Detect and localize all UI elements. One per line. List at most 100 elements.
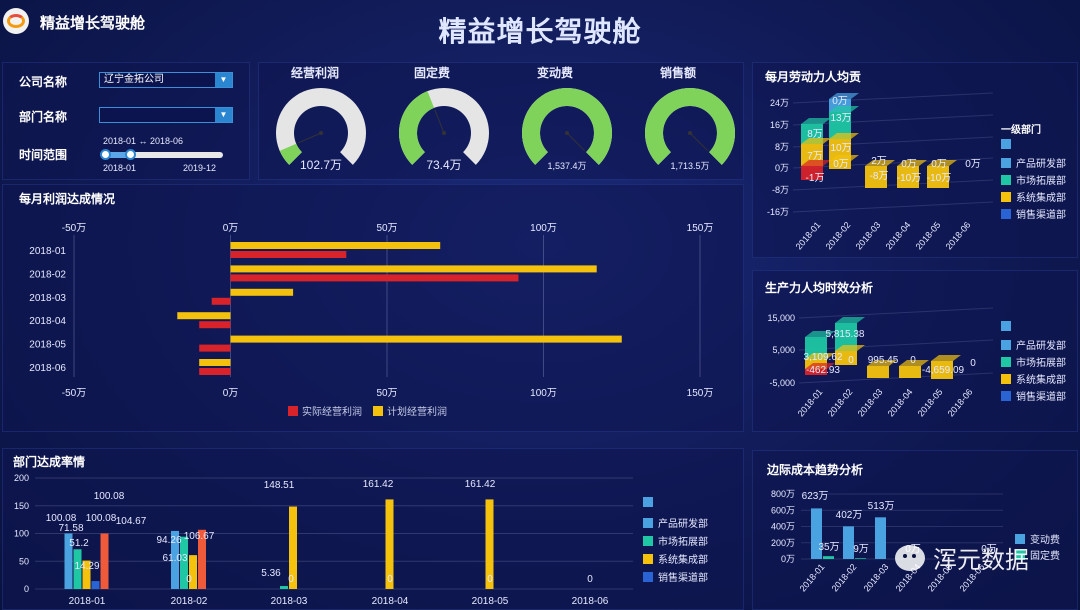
gauge-pivot <box>319 131 323 135</box>
profit-bar <box>199 321 231 329</box>
gauge-needle <box>434 109 445 134</box>
slider-min-label: 2018-01 <box>103 163 137 173</box>
y-tick-label: 0万 <box>775 163 789 173</box>
bar-value-label: 9万 <box>853 544 869 555</box>
dept-select[interactable]: ▼ <box>99 107 233 123</box>
y-tick-label: -5,000 <box>769 378 795 388</box>
y-tick-label: 800万 <box>771 489 795 499</box>
legend-item[interactable]: 销售渠道部 <box>1001 206 1066 221</box>
legend-item[interactable]: 产品研发部 <box>1001 155 1066 170</box>
legend-item[interactable]: 产品研发部 <box>1001 337 1066 352</box>
marginal-bar <box>823 556 834 559</box>
legend-item[interactable]: 市场拓展部 <box>1001 172 1066 187</box>
filter-panel: 公司名称 辽宁金拓公司 ▼ 部门名称 ▼ 时间范围 2018-01 ↔ 2018… <box>2 62 250 180</box>
chevron-down-icon[interactable]: ▼ <box>215 73 232 87</box>
marginal-bar <box>855 558 866 559</box>
x-category-label: 2018-02 <box>824 220 853 252</box>
gauge-needle <box>297 132 322 144</box>
bar-value-label: 0 <box>848 355 854 366</box>
legend-item[interactable]: 销售渠道部 <box>643 569 708 584</box>
y-tick-label: 0 <box>24 584 29 594</box>
profit-bar <box>230 251 347 258</box>
wechat-icon <box>895 544 925 571</box>
legend-item[interactable]: 系统集成部 <box>1001 371 1066 386</box>
bar-block <box>927 166 949 188</box>
legend-item[interactable]: 变动费 <box>1015 531 1060 546</box>
legend-item[interactable]: 固定费 <box>1015 547 1060 562</box>
legend-item[interactable]: 系统集成部 <box>1001 189 1066 204</box>
bar-value-label: 0 <box>186 574 192 585</box>
legend-label: 计划经营利润 <box>387 405 447 418</box>
dept-bar <box>198 529 206 589</box>
x-category-label: 2018-03 <box>862 562 891 594</box>
bar-value-label: 0万 <box>832 96 848 107</box>
x-category-label: 2018-06 <box>572 596 609 607</box>
legend-label: 系统集成部 <box>658 555 708 566</box>
bar-block-top <box>835 317 865 323</box>
dept-bar <box>171 530 179 589</box>
profit-bar <box>230 265 597 273</box>
legend-swatch <box>643 517 653 528</box>
y-tick-label: 5,000 <box>772 345 795 355</box>
dept-bar <box>100 533 109 589</box>
gridline <box>792 179 994 191</box>
bar-value-label: 0 <box>910 355 916 366</box>
x-tick-bottom: 0万 <box>223 388 239 399</box>
slider-handle-end[interactable] <box>125 149 136 160</box>
bar-block-top <box>927 160 957 166</box>
slider-handle-start[interactable] <box>100 149 111 160</box>
gauge-pivot <box>442 131 446 135</box>
time-range-slider[interactable] <box>100 149 223 160</box>
x-tick-top: -50万 <box>62 223 86 234</box>
y-category-label: 2018-05 <box>29 340 66 351</box>
legend-swatch <box>288 406 298 416</box>
bar-block <box>897 166 919 188</box>
gauge-fill <box>645 87 735 165</box>
marginal-chart-title: 边际成本趋势分析 <box>767 463 864 477</box>
y-tick-label: 50 <box>19 556 29 566</box>
gridline <box>792 114 994 126</box>
bar-value-label: 14.29 <box>74 561 99 572</box>
gridline <box>792 92 994 104</box>
bar-value-label: 0 <box>487 574 493 585</box>
x-tick-top: 50万 <box>376 223 397 234</box>
bar-value-label: 161.42 <box>465 479 496 490</box>
bar-block-top <box>805 331 835 337</box>
dept-panel: 部门达成率情 200 150 100 50 0 2018-01 2018-02 2018-03… <box>2 448 744 610</box>
x-category-label: 2018-03 <box>271 596 308 607</box>
legend-item[interactable]: 销售渠道部 <box>1001 388 1066 403</box>
bar-value-label: 0 <box>970 358 976 369</box>
bar-block-top <box>801 138 831 144</box>
dept-bar <box>91 581 100 589</box>
bar-block <box>801 166 823 180</box>
legend-item[interactable]: 系统集成部 <box>643 551 708 566</box>
bar-value-label: 61.03 <box>162 553 187 564</box>
x-tick-bottom: 150万 <box>687 388 714 399</box>
chevron-down-icon[interactable]: ▼ <box>215 108 232 122</box>
legend-item[interactable]: 产品研发部 <box>643 515 708 530</box>
company-select[interactable]: 辽宁金拓公司 ▼ <box>99 72 233 88</box>
y-category-label: 2018-01 <box>29 246 66 257</box>
y-tick-label: -8万 <box>772 185 789 195</box>
bar-value-label: 5,815.38 <box>826 329 865 340</box>
bar-value-label: 0 <box>587 574 593 585</box>
y-tick-label: 8万 <box>775 142 789 152</box>
bar-value-label: 2万 <box>871 156 887 167</box>
x-category-label: 2018-06 <box>946 387 975 419</box>
gauge-label: 经营利润 <box>291 65 339 80</box>
page-title: 精益增长驾驶舱 <box>438 16 642 47</box>
profit-bar <box>199 359 231 366</box>
labor-chart-title: 每月劳动力人均贡 <box>765 70 862 84</box>
bar-block <box>899 366 921 378</box>
legend-label: 销售渠道部 <box>1016 392 1066 403</box>
legend-item[interactable]: 市场拓展部 <box>1001 354 1066 369</box>
bar-block-top <box>829 93 859 99</box>
x-tick-bottom: 50万 <box>376 388 397 399</box>
legend-item[interactable]: 市场拓展部 <box>643 533 708 548</box>
bar-value-label: -10万 <box>897 173 921 184</box>
productivity-chart: 15,000 5,000 -5,000 3,109.62 -462.93 5,815.38… <box>767 307 994 419</box>
y-category-label: 2018-04 <box>29 316 66 327</box>
dept-bar <box>280 586 288 589</box>
legend-swatch <box>1001 174 1011 185</box>
